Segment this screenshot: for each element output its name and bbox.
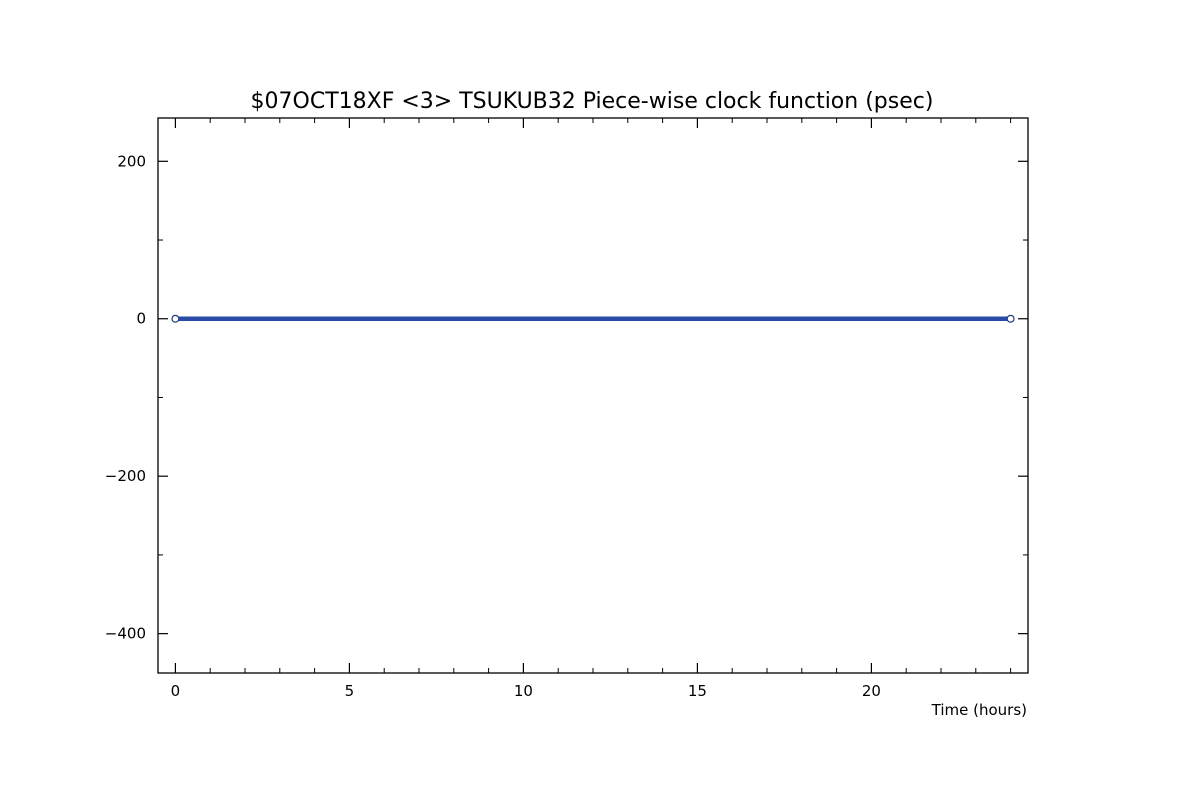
x-tick-label: 0 <box>171 682 181 700</box>
major-ticks <box>158 118 1028 673</box>
tick-labels: 0 5 10 15 20 200 0 −200 −400 <box>105 152 881 700</box>
minor-ticks <box>158 118 1028 673</box>
x-tick-label: 5 <box>345 682 355 700</box>
y-tick-label: 0 <box>136 310 146 328</box>
data-point-marker <box>1006 314 1015 323</box>
chart-title: $07OCT18XF <3> TSUKUB32 Piece-wise clock… <box>251 89 934 114</box>
series-layer <box>171 314 1015 323</box>
y-tick-label: −200 <box>105 467 146 485</box>
plot-area-frame <box>157 117 1029 674</box>
x-tick-label: 15 <box>688 682 707 700</box>
data-point-marker <box>171 314 180 323</box>
x-tick-label: 20 <box>862 682 881 700</box>
x-axis-label: Time (hours) <box>931 701 1027 719</box>
y-tick-label: 200 <box>117 152 146 170</box>
y-tick-label: −400 <box>105 625 146 643</box>
x-tick-label: 10 <box>514 682 533 700</box>
